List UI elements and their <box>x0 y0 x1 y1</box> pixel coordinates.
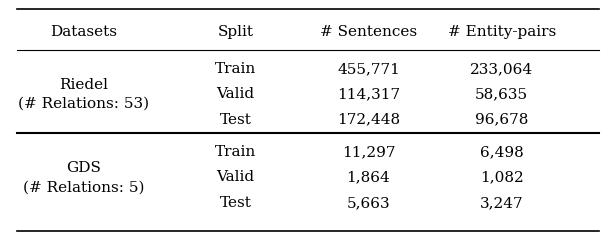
Text: 96,678: 96,678 <box>475 112 528 127</box>
Text: 58,635: 58,635 <box>475 87 528 101</box>
Text: Test: Test <box>219 196 252 210</box>
Text: Valid: Valid <box>216 171 255 184</box>
Text: 1,082: 1,082 <box>480 171 523 184</box>
Text: 114,317: 114,317 <box>337 87 400 101</box>
Text: 1,864: 1,864 <box>346 171 390 184</box>
Text: # Entity-pairs: # Entity-pairs <box>447 25 556 39</box>
Text: 6,498: 6,498 <box>480 145 523 159</box>
Text: 3,247: 3,247 <box>480 196 523 210</box>
Text: Valid: Valid <box>216 87 255 101</box>
Text: Train: Train <box>215 62 256 76</box>
Text: Split: Split <box>217 25 253 39</box>
Text: Train: Train <box>215 145 256 159</box>
Text: 5,663: 5,663 <box>346 196 390 210</box>
Text: GDS
(# Relations: 5): GDS (# Relations: 5) <box>23 161 144 194</box>
Text: 233,064: 233,064 <box>470 62 533 76</box>
Text: Riedel
(# Relations: 53): Riedel (# Relations: 53) <box>18 78 149 111</box>
Text: Datasets: Datasets <box>50 25 118 39</box>
Text: 172,448: 172,448 <box>337 112 400 127</box>
Text: 11,297: 11,297 <box>341 145 395 159</box>
Text: # Sentences: # Sentences <box>320 25 417 39</box>
Text: Test: Test <box>219 112 252 127</box>
Text: 455,771: 455,771 <box>337 62 400 76</box>
